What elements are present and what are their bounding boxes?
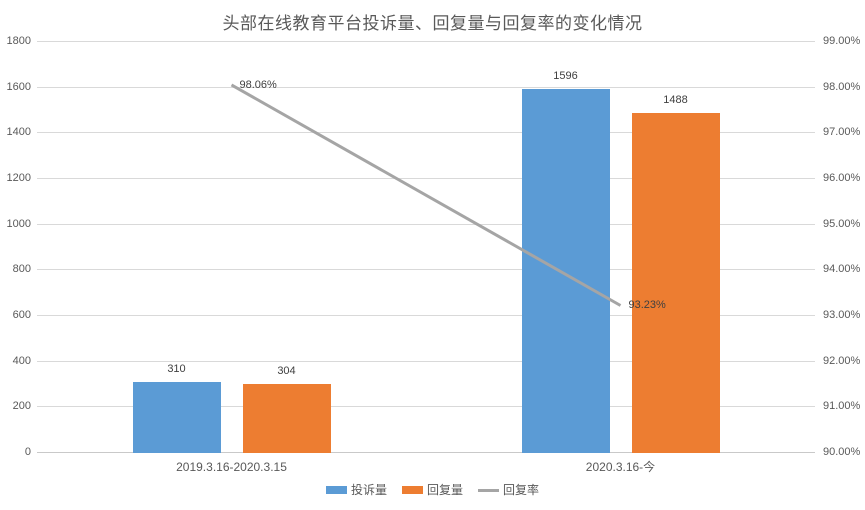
right-axis-tick: 97.00%	[823, 126, 861, 139]
bar-投诉量-0	[132, 382, 221, 453]
chart-title: 头部在线教育平台投诉量、回复量与回复率的变化情况	[222, 14, 643, 33]
left-axis-tick: 800	[12, 263, 31, 276]
right-axis-tick: 90.00%	[823, 446, 861, 458]
bar-value-label: 1596	[553, 69, 578, 82]
legend-line-swatch	[478, 488, 499, 492]
left-axis-tick: 200	[12, 400, 31, 413]
right-axis-tick: 91.00%	[823, 400, 861, 413]
left-axis-tick: 600	[12, 309, 31, 321]
bar-回复量-0	[242, 383, 331, 453]
bar-value-label: 1488	[663, 94, 688, 107]
line-point-label: 93.23%	[628, 299, 666, 312]
bar-value-label: 310	[167, 363, 186, 376]
bar-value-label: 304	[277, 364, 296, 377]
right-axis-tick: 96.00%	[823, 172, 861, 184]
left-axis-tick: 1200	[6, 172, 31, 184]
gridline	[37, 41, 815, 42]
right-axis-tick: 98.00%	[823, 80, 861, 93]
right-axis-tick: 93.00%	[823, 309, 861, 321]
right-axis-tick: 94.00%	[823, 263, 861, 276]
category-label: 2019.3.16-2020.3.15	[176, 460, 287, 474]
gridline	[37, 315, 815, 316]
bar-投诉量-1	[521, 88, 610, 453]
line-point-label: 98.06%	[239, 78, 277, 91]
legend-color-swatch	[401, 486, 423, 494]
legend-color-swatch	[325, 486, 347, 494]
legend-label: 投诉量	[350, 483, 387, 497]
category-label: 2020.3.16-今	[585, 460, 656, 474]
legend-item-回复率: 回复率	[478, 483, 539, 497]
x-axis-line	[37, 452, 815, 453]
chart-legend: 投诉量 回复量 回复率	[0, 483, 865, 497]
left-axis-tick: 1800	[6, 35, 31, 47]
left-axis-tick: 1000	[6, 217, 31, 230]
gridline	[37, 406, 815, 408]
right-axis-tick: 99.00%	[823, 35, 861, 47]
right-axis-tick: 92.00%	[823, 354, 861, 367]
left-axis-tick: 400	[12, 354, 31, 367]
legend-label: 回复量	[426, 483, 463, 497]
legend-item-回复量: 回复量	[401, 483, 463, 497]
legend-item-投诉量: 投诉量	[325, 483, 387, 497]
gridline	[37, 86, 815, 88]
bar-回复量-1	[631, 113, 720, 453]
left-axis-tick: 0	[24, 446, 31, 458]
legend-label: 回复率	[503, 483, 540, 497]
right-axis-tick: 95.00%	[823, 217, 861, 230]
left-axis-tick: 1400	[6, 126, 31, 139]
left-axis-tick: 1600	[6, 80, 31, 93]
gridline	[37, 360, 815, 362]
